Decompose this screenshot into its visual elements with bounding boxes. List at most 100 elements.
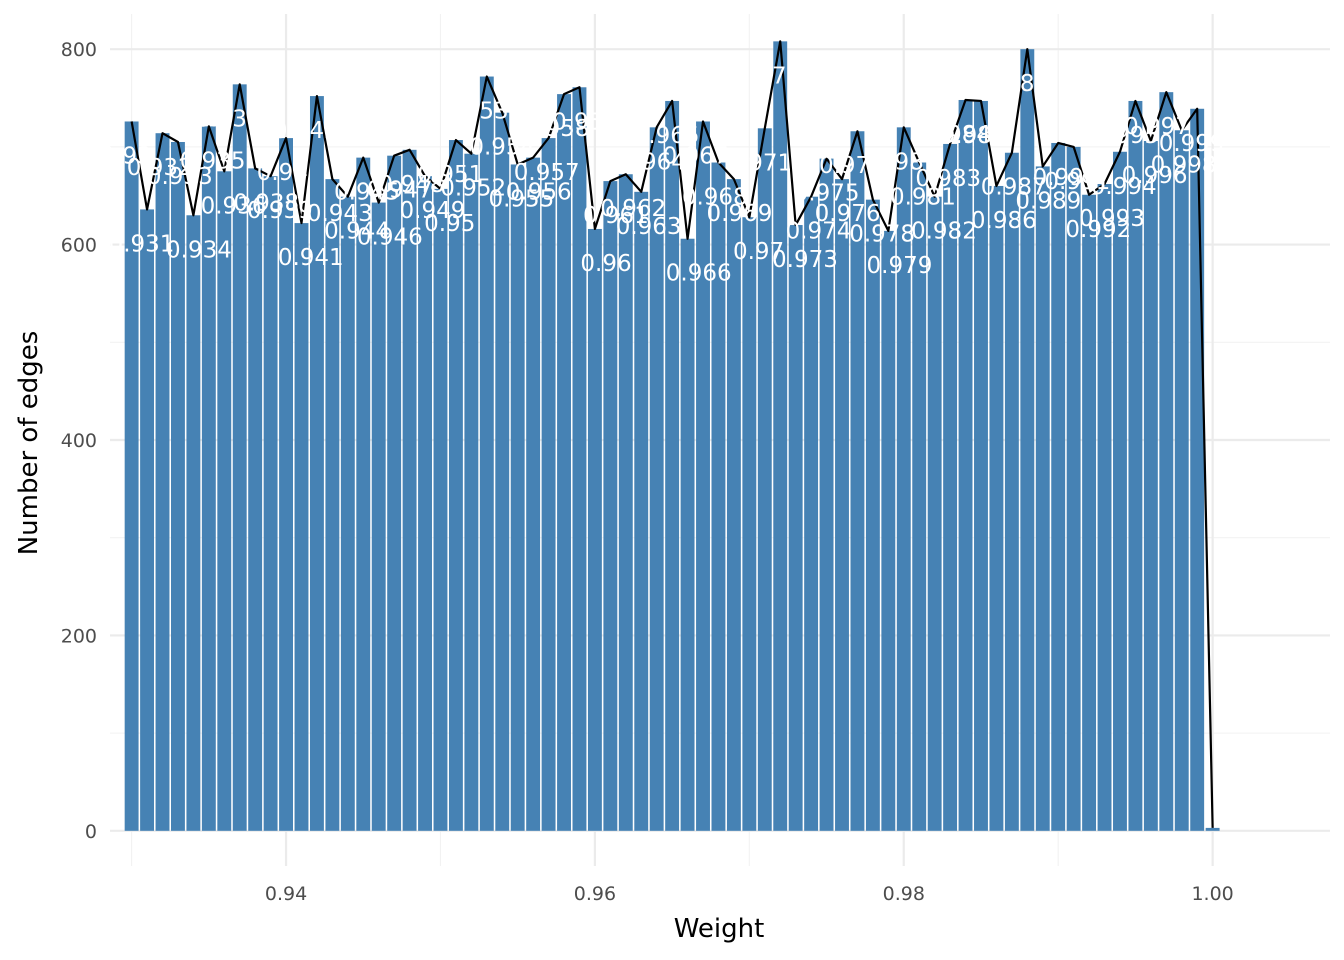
bar-value-label: 0.974 xyxy=(786,219,852,245)
x-tick-label: 1.00 xyxy=(1191,883,1233,905)
histogram-bar xyxy=(526,157,541,831)
y-tick-label: 800 xyxy=(61,39,97,61)
histogram-bar xyxy=(896,127,911,831)
bar-value-label: 0.939 xyxy=(247,198,313,224)
histogram-bar xyxy=(587,228,602,831)
bar-value-label: 0.997 xyxy=(1124,114,1190,140)
histogram-bar xyxy=(572,87,587,831)
bar-value-label: 0.947 xyxy=(367,178,433,204)
histogram-bar xyxy=(742,217,757,831)
bar-value-label: 0.945 xyxy=(334,180,400,206)
histogram-bar xyxy=(263,176,278,831)
histogram-bar xyxy=(726,179,741,831)
histogram-bar xyxy=(279,138,293,831)
histogram-bar xyxy=(865,199,880,831)
bar-value-label: 0.955 xyxy=(488,186,554,212)
histogram-bar xyxy=(510,164,525,831)
histogram-bar xyxy=(711,162,726,831)
bar-value-label: 0.995 xyxy=(1093,123,1159,149)
bar-value-label: 0.982 xyxy=(911,219,977,245)
bar-value-label: 0.957 xyxy=(514,160,580,186)
histogram-bar xyxy=(248,168,263,831)
bar-value-label: 0.949 xyxy=(400,198,466,224)
bar-value-label: 0.934 xyxy=(166,237,232,263)
bar-value-label: 0.984 xyxy=(925,122,991,148)
histogram-bar xyxy=(819,158,834,831)
bar-value-label: 0.963 xyxy=(616,214,682,240)
histogram-bar xyxy=(912,162,927,831)
bar-value-label: 0.976 xyxy=(815,201,881,227)
x-tick-label: 0.96 xyxy=(574,883,616,905)
bar-value-label: 0.99 xyxy=(1033,165,1084,191)
trend-line xyxy=(130,40,1214,828)
histogram-bar xyxy=(541,138,556,831)
histogram-bar xyxy=(387,155,402,831)
histogram-bar xyxy=(479,76,494,831)
x-axis-title: Weight xyxy=(674,914,765,944)
histogram-bar xyxy=(1066,146,1081,831)
histogram-bar xyxy=(356,157,371,831)
histogram-bar xyxy=(1190,108,1205,831)
histogram-bar xyxy=(294,223,309,831)
bar-value-label: 0.959 xyxy=(552,109,618,135)
bar-value-label: 0.946 xyxy=(357,225,423,251)
histogram-bar xyxy=(634,191,649,831)
bar-value-label: 0.999 xyxy=(1159,131,1225,157)
y-axis-title: Number of edges xyxy=(14,331,44,556)
histogram-bar xyxy=(418,176,432,831)
histogram-bar xyxy=(943,143,958,831)
histogram-bar xyxy=(958,99,973,831)
bar-value-label: 0.962 xyxy=(600,196,666,222)
bar-value-label: 0.973 xyxy=(772,247,838,273)
histogram-bar xyxy=(448,140,463,831)
bar-series xyxy=(124,41,1220,831)
bar-value-label: 0.98 xyxy=(873,149,924,175)
y-tick-label: 400 xyxy=(61,430,97,452)
bar-value-label: 0.991 xyxy=(1044,169,1110,195)
bar-value-label: 0.932 xyxy=(127,155,193,181)
histogram-bar xyxy=(1113,151,1127,831)
bar-value-label: 0.983 xyxy=(915,166,981,192)
histogram-bar xyxy=(788,225,803,831)
histogram-bar xyxy=(495,112,510,831)
bar-value-label: 0.938 xyxy=(233,190,299,216)
histogram-bar xyxy=(140,209,155,831)
histogram-bar xyxy=(1097,184,1112,831)
bar-value-label: 0.95 xyxy=(424,211,475,237)
histogram-bar xyxy=(232,84,247,831)
histogram-bar xyxy=(835,179,849,831)
bar-value-label: 0.988 xyxy=(983,71,1049,97)
bar-value-label: 0.93 xyxy=(100,143,151,169)
bar-value-label: 0.975 xyxy=(794,181,860,207)
histogram-bar xyxy=(804,196,819,831)
bar-value-label: 0.942 xyxy=(273,118,339,144)
bar-value-label: 0.944 xyxy=(324,219,390,245)
histogram-bar xyxy=(850,131,865,831)
bar-value-label: 0.978 xyxy=(849,222,915,248)
y-axis-tick-labels: 0 200 400 600 800 xyxy=(61,39,97,843)
bar-value-label: 0.986 xyxy=(971,208,1037,234)
bar-value-label: 0.97 xyxy=(733,239,784,265)
bar-value-label: 0.998 xyxy=(1151,152,1217,178)
bar-value-label: 0.996 xyxy=(1122,163,1188,189)
bar-value-label: 0.966 xyxy=(666,261,732,287)
y-tick-label: 200 xyxy=(61,625,97,647)
bar-value-label: 0.952 xyxy=(440,176,506,202)
bar-value-label: 0.936 xyxy=(201,193,267,219)
histogram-bar xyxy=(680,238,695,831)
y-tick-label: 600 xyxy=(61,235,97,257)
histogram-bar xyxy=(665,100,680,831)
bar-value-label: 0.937 xyxy=(196,106,262,132)
histogram-bar xyxy=(464,153,479,831)
bar-value-label: 0.967 xyxy=(663,143,729,169)
bar-value-label: 0.994 xyxy=(1091,174,1157,200)
bar-value-label: 0.951 xyxy=(417,162,483,188)
histogram-bar xyxy=(1035,166,1050,831)
bar-value-label: 0.985 xyxy=(941,123,1007,149)
histogram-bar xyxy=(989,185,1004,831)
histogram-bar xyxy=(1174,130,1189,831)
x-axis-tick-labels: 0.94 0.96 0.98 1.00 xyxy=(265,883,1234,905)
bar-value-label: 0.954 xyxy=(469,135,535,161)
